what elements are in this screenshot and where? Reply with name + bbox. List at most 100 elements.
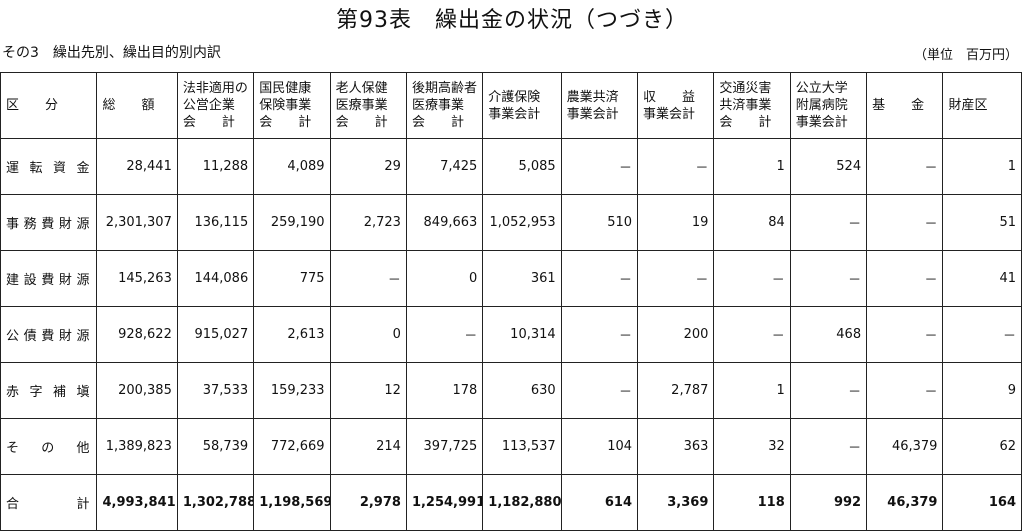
table-cell: －: [560, 362, 639, 419]
column-header-line: 会 計: [335, 115, 388, 130]
table-cell: －: [866, 194, 944, 251]
table-cell: 12: [329, 362, 407, 419]
column-header-line: 事業会計: [643, 106, 696, 122]
table-cell: 4,089: [253, 138, 331, 195]
table-cell: －: [637, 138, 715, 195]
column-header-line: 基 金: [872, 98, 925, 113]
table-cell: 200,385: [96, 362, 178, 419]
row-label: 公債費財源: [0, 306, 98, 363]
column-header-line: 公立大学: [795, 81, 848, 96]
table-cell: 58,739: [176, 418, 255, 475]
table-cell: 41: [942, 250, 1022, 307]
table-cell: 9: [942, 362, 1022, 419]
table-cell: 1,052,953: [482, 194, 562, 251]
column-header-line: 共済事業: [719, 98, 772, 113]
table-cell: 775: [253, 250, 331, 307]
table-cell: 62: [942, 418, 1022, 475]
table-cell: 915,027: [176, 306, 255, 363]
table-cell: －: [789, 250, 868, 307]
table-cell: 46,379: [866, 418, 944, 475]
table-cell: 363: [637, 418, 715, 475]
column-header: 老人保健医療事業会 計: [329, 72, 407, 139]
column-header-line: 公営企業: [182, 98, 235, 113]
table-cell: －: [560, 138, 639, 195]
table-row: 運転資金 28,441 11,288 4,089 29 7,425 5,085 －－ 1 524 －…: [0, 138, 1022, 195]
column-header-line: 交通災害: [719, 81, 772, 96]
table-cell: －: [866, 362, 944, 419]
table-cell: 397,725: [405, 418, 484, 475]
table-cell: 164: [942, 474, 1022, 531]
table-cell: －: [713, 306, 791, 363]
table-cell: 0: [329, 306, 407, 363]
table-cell: 2,723: [329, 194, 407, 251]
table-cell: 32: [713, 418, 791, 475]
column-header-line: 農業共済: [566, 89, 619, 105]
column-header: 基 金: [866, 72, 944, 139]
header-row: 区 分総 額法非適用の 公営企業会 計国民健康 保険事業会 計老人保健 医療事業会 計…: [0, 72, 1022, 139]
table-cell: 159,233: [253, 362, 331, 419]
table-cell: －: [329, 250, 407, 307]
column-header: 交通災害共済事業会 計: [713, 72, 791, 139]
row-label: 建設費財源: [0, 250, 98, 307]
table-cell: 136,115: [176, 194, 255, 251]
table-cell: －: [942, 306, 1022, 363]
table-subtitle: その3 繰出先別、繰出目的別内訳: [2, 45, 221, 61]
table-cell: －: [866, 306, 944, 363]
unit-label: （単位 百万円）: [913, 48, 1018, 63]
column-header-line: 会 計: [182, 115, 235, 130]
table-cell: －: [866, 250, 944, 307]
column-header-line: 区 分: [6, 98, 59, 113]
column-header-line: 法非適用の: [182, 81, 248, 96]
table-row: 赤字補塡 200,385 37,533 159,233 12 178 630 － 2,787 1 －…: [0, 362, 1022, 419]
table-cell: 7,425: [405, 138, 484, 195]
table-cell: 259,190: [253, 194, 331, 251]
table-cell: 630: [482, 362, 562, 419]
column-header-line: 医療事業: [411, 98, 464, 113]
table-cell: 1,302,788: [176, 474, 255, 531]
table-cell: 1,182,880: [482, 474, 562, 531]
table-cell: －: [789, 362, 868, 419]
column-header-line: 会 計: [719, 115, 772, 130]
column-header-line: 国民健康: [259, 81, 312, 96]
column-header-line: 老人保健: [335, 81, 388, 96]
data-table: 区 分総 額法非適用の 公営企業会 計国民健康 保険事業会 計老人保健 医療事業会 計…: [0, 72, 1022, 531]
column-header: 農業共済 事業会計: [560, 72, 639, 139]
table-cell: 19: [637, 194, 715, 251]
column-header: 法非適用の公営企業会 計: [176, 72, 255, 139]
table-cell: 4,993,841: [96, 474, 178, 531]
column-header: 総 額: [96, 72, 178, 139]
table-cell: 0: [405, 250, 484, 307]
table-cell: 361: [482, 250, 562, 307]
table-cell: 2,787: [637, 362, 715, 419]
column-header: 収 益事業会計: [637, 72, 715, 139]
table-row: そ の 他 1,389,823 58,739 772,669 214 397,725 113…: [0, 418, 1022, 475]
page-title: 第93表 繰出金の状況（つづき）: [336, 8, 688, 33]
table-cell: 29: [329, 138, 407, 195]
column-header-line: 医療事業: [335, 98, 388, 113]
table-cell: 1: [713, 138, 791, 195]
table-row: 合 計 4,993,841 1,302,788 1,198,569 2,978 1,254…: [0, 474, 1022, 531]
table-cell: 524: [789, 138, 868, 195]
table-cell: 2,978: [329, 474, 407, 531]
table-cell: 1,389,823: [96, 418, 178, 475]
table-cell: 84: [713, 194, 791, 251]
table-cell: 1,254,991: [405, 474, 484, 531]
table-cell: 614: [560, 474, 639, 531]
column-header-line: 会 計: [411, 115, 464, 130]
table-row: 公債費財源 928,622 915,027 2,613 0 － 10,314 － 200 － 468…: [0, 306, 1022, 363]
table-cell: －: [866, 138, 944, 195]
column-header: 後期高齢者医療事業会 計: [405, 72, 484, 139]
table-cell: 144,086: [176, 250, 255, 307]
table-cell: 2,613: [253, 306, 331, 363]
column-header: 公立大学 附属病院 事業会計: [789, 72, 868, 139]
table-cell: －: [405, 306, 484, 363]
table-cell: 118: [713, 474, 791, 531]
table-body: 運転資金 28,441 11,288 4,089 29 7,425 5,085 －－ 1 524 －…: [0, 138, 1022, 531]
column-header: 区 分: [0, 72, 98, 139]
row-label: 赤字補塡: [0, 362, 98, 419]
table-row: 建設費財源 145,263 144,086 775 － 0 361 －－－－－ 41: [0, 250, 1022, 307]
table-cell: 1: [713, 362, 791, 419]
column-header-line: 後期高齢者: [411, 81, 477, 96]
column-header-line: 総 額: [102, 98, 155, 113]
table-cell: －: [789, 194, 868, 251]
